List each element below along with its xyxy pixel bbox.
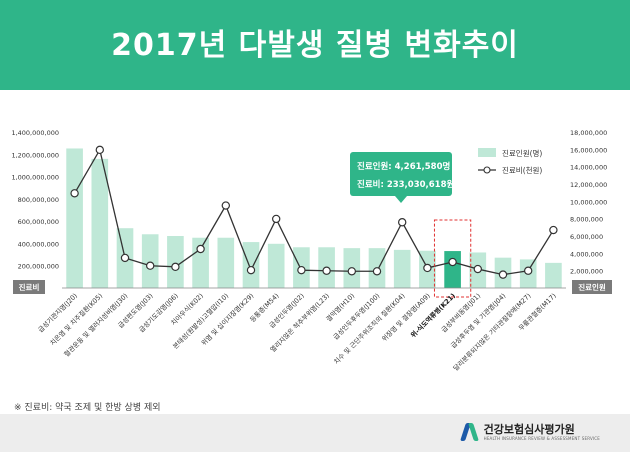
legend-bar-swatch — [478, 148, 496, 157]
y-right-tick-label: 8,000,000 — [570, 216, 603, 224]
line-point-17 — [473, 264, 482, 274]
y-right-tick-label: 2,000,000 — [570, 268, 603, 276]
y-left-tick-label: 400,000,000 — [18, 240, 59, 248]
org-logo: 건강보험심사평가원 HEALTH INSURANCE REVIEW & ASSE… — [459, 422, 600, 441]
org-logo-icon — [459, 423, 479, 441]
y-right-tick-label: 12,000,000 — [570, 181, 607, 189]
x-tick-label: 위-식도역류병(K21) — [409, 291, 457, 339]
line-point-10 — [297, 265, 306, 275]
y-left-tick-label: 800,000,000 — [18, 196, 59, 204]
y-left-tick-label: 200,000,000 — [18, 263, 59, 271]
line-point-3 — [120, 253, 130, 263]
highlight-box — [433, 219, 472, 298]
footer-bar: 건강보험심사평가원 HEALTH INSURANCE REVIEW & ASSE… — [0, 414, 630, 452]
bar-9 — [267, 243, 285, 288]
line-point-18 — [498, 270, 508, 279]
line-point-15 — [423, 263, 432, 273]
line-point-12 — [347, 267, 356, 276]
annotation-line-2: 진료비: 233,030,618원 — [357, 179, 455, 190]
line-point-2 — [95, 145, 105, 155]
line-point-20 — [549, 225, 558, 235]
bar-1 — [66, 148, 83, 288]
y-left-label-box — [13, 280, 45, 294]
line-point-5 — [171, 262, 180, 272]
y-right-label-box — [572, 280, 612, 294]
line-point-19 — [524, 266, 533, 275]
y-right-axis-label: 진료인원 — [578, 282, 606, 292]
bar-8 — [242, 242, 260, 288]
y-right-tick-label: 6,000,000 — [570, 233, 603, 241]
line-point-4 — [145, 261, 155, 270]
bar-14 — [393, 249, 411, 288]
line-point-14 — [398, 218, 407, 227]
y-right-tick-label: 4,000,000 — [570, 250, 603, 258]
legend-line-label: 진료비(천원) — [502, 165, 542, 175]
annotation-pointer — [395, 196, 407, 203]
line-point-13 — [372, 267, 382, 276]
line-point-16 — [448, 257, 457, 267]
y-right-tick-label: 18,000,000 — [570, 129, 607, 137]
x-tick-label: 급성인두후두염(J100) — [331, 291, 381, 341]
legend-line-marker — [483, 166, 491, 174]
footnote: ※ 진료비: 약국 조제 및 한방 상병 제외 — [14, 403, 161, 413]
bar-20 — [545, 262, 562, 288]
line-point-7 — [221, 201, 230, 210]
y-left-tick-label: 1,400,000,000 — [11, 129, 59, 137]
combo-chart: 200,000,000 400,000,000 600,000,000 800,000… — [11, 129, 612, 373]
line-series — [74, 148, 554, 276]
y-left-axis-label: 진료비 — [19, 282, 40, 292]
bar-5 — [167, 236, 184, 288]
bar-4 — [141, 234, 159, 288]
y-left-tick-label: 600,000,000 — [18, 218, 59, 226]
line-point-1 — [70, 189, 79, 198]
bar-7 — [217, 237, 235, 288]
y-left-tick-label: 1,000,000,000 — [11, 174, 59, 182]
line-point-9 — [272, 214, 281, 224]
bar-16 — [444, 251, 461, 288]
org-subtitle: HEALTH INSURANCE REVIEW & ASSESSMENT SER… — [483, 435, 600, 441]
x-tick-label: 위장염 및 결장염(A09) — [380, 291, 432, 343]
header-banner: 2017년 다발생 질병 변화추이 — [0, 0, 630, 90]
y-right-tick-label: 14,000,000 — [570, 164, 607, 172]
bar-2 — [91, 158, 109, 288]
annotation-line-1: 진료인원: 4,261,580명 — [357, 161, 450, 172]
line-point-6 — [196, 244, 205, 254]
y-right-tick-label: 16,000,000 — [570, 146, 607, 154]
org-name: 건강보험심사평가원 — [483, 422, 575, 436]
line-point-11 — [322, 266, 331, 275]
bar-6 — [192, 237, 209, 288]
line-point-8 — [246, 265, 256, 275]
y-left-tick-label: 1,200,000,000 — [11, 151, 59, 159]
annotation-box — [350, 152, 452, 196]
page-title: 2017년 다발생 질병 변화추이 — [111, 28, 519, 63]
legend-bar-label: 진료인원(명) — [502, 148, 542, 158]
y-right-tick-label: 10,000,000 — [570, 198, 607, 206]
